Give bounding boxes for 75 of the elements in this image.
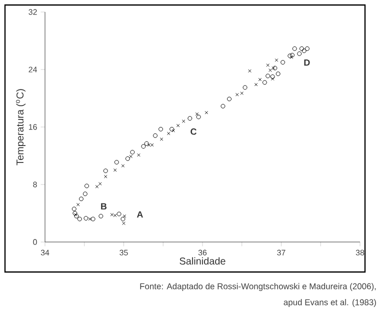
point (84, 216, 88, 221)
point (188, 116, 192, 121)
point (153, 133, 158, 138)
source-note: Fonte: Adaptado de Rossi-Wongtschowski e Madureira (2006), (140, 283, 376, 291)
point (204, 110, 208, 114)
point (166, 132, 170, 136)
point (114, 160, 119, 164)
point (272, 66, 278, 70)
point (137, 153, 140, 157)
point (113, 168, 117, 172)
point (288, 54, 292, 58)
point (290, 56, 294, 59)
point (76, 202, 80, 206)
point (302, 48, 306, 54)
point (110, 213, 114, 216)
point (280, 60, 286, 65)
point (122, 214, 126, 218)
point (227, 96, 232, 102)
point (299, 46, 304, 51)
point (266, 74, 270, 78)
point (150, 143, 154, 147)
point (98, 214, 104, 218)
point (292, 46, 297, 51)
point (274, 58, 278, 62)
point (129, 154, 132, 158)
point (98, 182, 102, 186)
point (130, 150, 135, 154)
point (74, 214, 79, 218)
point (158, 126, 164, 132)
point (268, 68, 272, 72)
point (242, 85, 248, 90)
point (297, 51, 302, 56)
point (122, 222, 126, 225)
point (270, 74, 275, 79)
point (182, 120, 186, 123)
point (170, 126, 174, 132)
point (104, 174, 108, 178)
point (266, 64, 270, 67)
point (84, 184, 89, 188)
point (77, 216, 82, 222)
point (262, 80, 267, 85)
y-axis-title: Temperatura ($^{o}$C) (16, 89, 26, 166)
point (121, 164, 125, 168)
point (196, 114, 201, 120)
point (258, 78, 262, 82)
point (125, 156, 130, 161)
point (272, 66, 276, 70)
point (276, 72, 280, 76)
point (78, 196, 84, 202)
point (72, 211, 78, 216)
text: apud Evans et al. (1983) (284, 299, 376, 307)
point (290, 52, 295, 58)
point (95, 184, 99, 188)
point (120, 216, 126, 222)
point (248, 69, 252, 73)
annotation: A (136, 211, 143, 218)
x-axis-title: Salinidade (180, 257, 226, 265)
point (90, 216, 96, 222)
point (254, 82, 258, 86)
point (72, 206, 76, 212)
point (304, 46, 310, 51)
point (176, 124, 180, 128)
point (220, 104, 226, 108)
point (172, 128, 176, 132)
annotation: C (190, 128, 197, 135)
point (103, 168, 108, 174)
point (116, 212, 122, 216)
point (82, 192, 88, 196)
point (74, 213, 78, 216)
point (270, 77, 274, 80)
annotation: B (101, 203, 107, 210)
point (160, 138, 164, 141)
point (195, 112, 199, 116)
point (113, 214, 117, 218)
annotation: D (304, 60, 310, 66)
